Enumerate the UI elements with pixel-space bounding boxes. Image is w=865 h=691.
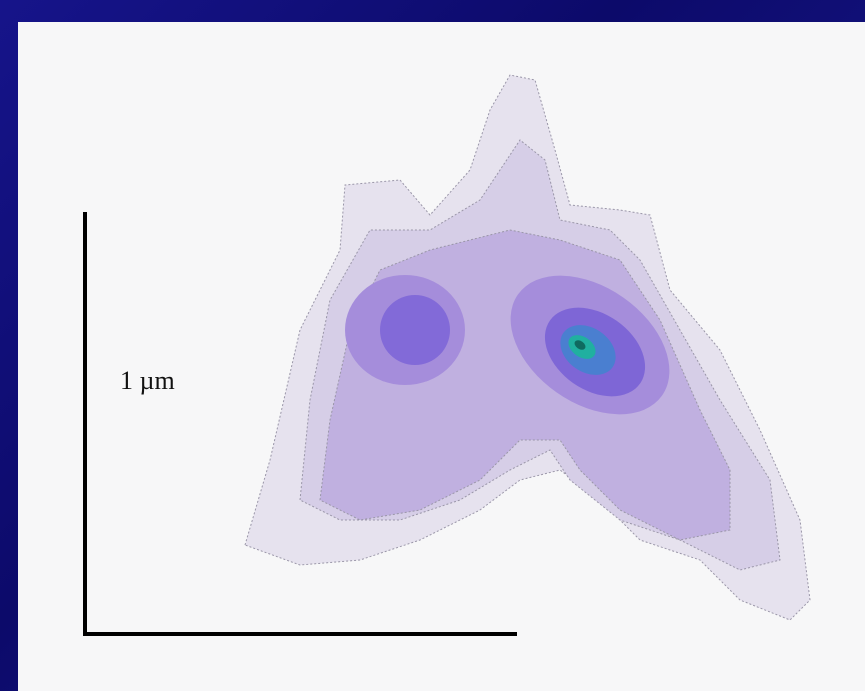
scale-label: 1 µm (120, 366, 175, 396)
contour-5-left (380, 295, 450, 365)
contour-image (0, 0, 865, 691)
slide: {"scale_label": "1 µm"} 1 µm (() => { co… (0, 0, 865, 691)
contour-3 (320, 230, 730, 540)
